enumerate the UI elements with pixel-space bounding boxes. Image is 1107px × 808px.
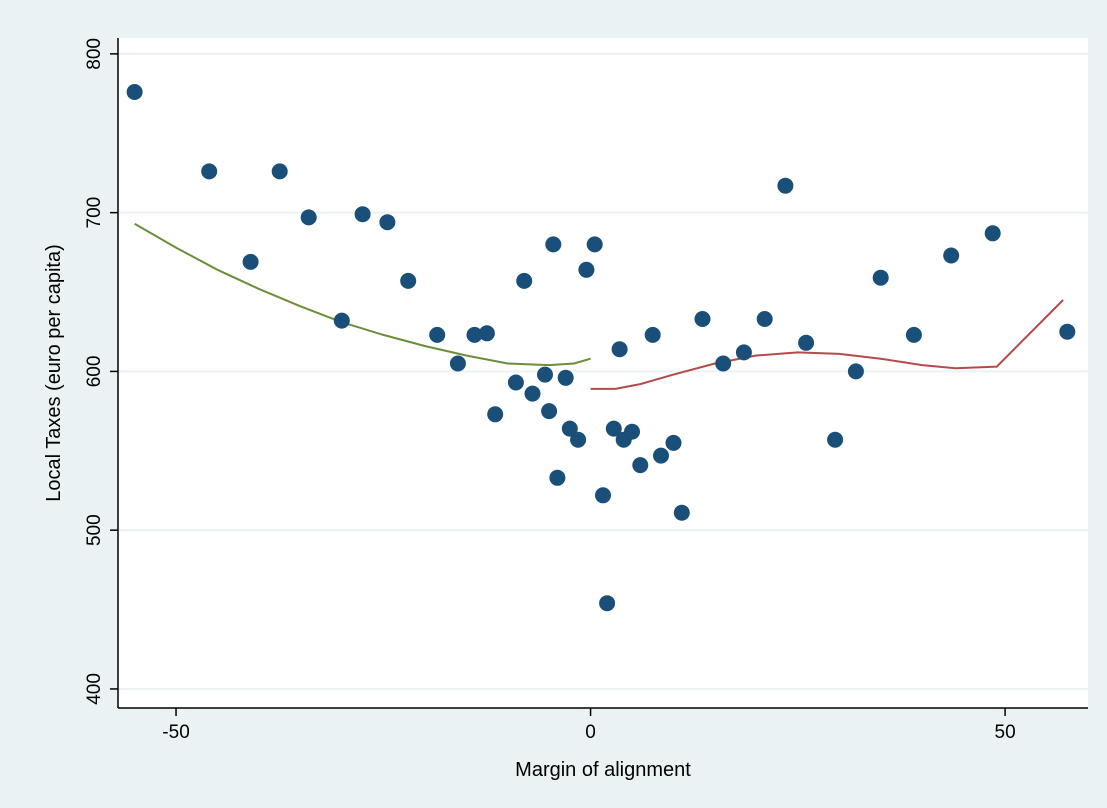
scatter-point xyxy=(242,253,259,270)
scatter-point xyxy=(611,341,628,358)
scatter-point xyxy=(201,163,218,180)
scatter-point xyxy=(537,366,553,383)
scatter-points xyxy=(126,84,1076,612)
scatter-point xyxy=(333,312,350,329)
scatter-point xyxy=(665,434,682,451)
scatter-point xyxy=(300,209,317,226)
scatter-point xyxy=(586,236,603,253)
scatter-point xyxy=(644,326,661,343)
x-tick-label: -50 xyxy=(162,722,189,743)
scatter-point xyxy=(605,420,622,437)
scatter-point xyxy=(466,326,483,343)
scatter-point xyxy=(578,261,595,278)
scatter-point xyxy=(400,272,417,289)
scatter-point xyxy=(271,163,288,180)
y-tick-label: 600 xyxy=(84,356,105,388)
scatter-point xyxy=(549,469,566,486)
axes xyxy=(117,38,1088,709)
scatter-point xyxy=(545,236,562,253)
y-tick-label: 800 xyxy=(84,38,105,70)
scatter-point xyxy=(354,206,371,223)
scatter-point xyxy=(570,431,587,448)
scatter-point xyxy=(541,403,558,420)
scatter-point xyxy=(694,311,711,327)
fit-lines xyxy=(134,222,1064,390)
scatter-point xyxy=(429,326,446,343)
scatter-point xyxy=(847,363,864,380)
y-axis-label: Local Taxes (euro per capita) xyxy=(43,244,65,502)
scatter-point xyxy=(561,420,578,437)
scatter-point xyxy=(827,431,844,448)
scatter-point xyxy=(798,334,815,351)
scatter-point xyxy=(905,326,922,343)
fit-line-2 xyxy=(590,299,1064,390)
scatter-point xyxy=(715,355,732,372)
scatter-point xyxy=(599,595,616,612)
scatter-point xyxy=(1059,323,1076,340)
scatter-point xyxy=(624,423,640,440)
y-tick-label: 700 xyxy=(84,197,105,229)
scatter-point xyxy=(673,504,690,521)
scatter-point xyxy=(379,214,396,231)
scatter-point xyxy=(653,447,669,464)
scatter-point xyxy=(557,369,574,386)
y-tick-label: 400 xyxy=(84,673,105,705)
scatter-point xyxy=(984,225,1001,242)
scatter-point xyxy=(449,355,466,372)
scatter-point xyxy=(632,457,649,474)
scatter-point xyxy=(516,272,533,289)
scatter-point xyxy=(478,325,495,342)
axis-ticks: 400 500 600 700 800 -50 0 50 xyxy=(84,38,1016,743)
x-tick-label: 50 xyxy=(995,722,1016,743)
x-axis-label: Margin of alignment xyxy=(515,759,691,781)
scatter-point xyxy=(943,247,960,264)
gridlines xyxy=(118,52,1088,690)
scatter-point xyxy=(872,269,889,286)
scatter-point xyxy=(777,177,794,194)
scatter-point xyxy=(595,487,611,504)
scatter-point xyxy=(524,385,541,402)
y-tick-label: 500 xyxy=(84,514,105,546)
scatter-point xyxy=(507,374,524,391)
fit-line-1 xyxy=(134,222,591,367)
x-tick-label: 0 xyxy=(585,722,596,743)
scatter-point xyxy=(756,311,773,327)
scatter-point xyxy=(126,84,143,100)
scatter-point xyxy=(735,344,752,361)
scatter-point xyxy=(487,406,504,423)
